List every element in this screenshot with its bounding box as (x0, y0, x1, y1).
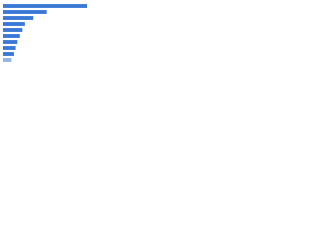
bar (3, 10, 47, 14)
bar (3, 34, 20, 38)
chart (3, 4, 87, 62)
bar (3, 28, 23, 32)
page: (() => { const data = JSON.parse(documen… (0, 0, 320, 71)
bar (3, 52, 14, 56)
bar (3, 46, 16, 50)
bar (3, 4, 87, 8)
bar (3, 40, 18, 44)
bar (3, 58, 12, 62)
bar (3, 16, 34, 20)
bar (3, 22, 25, 26)
